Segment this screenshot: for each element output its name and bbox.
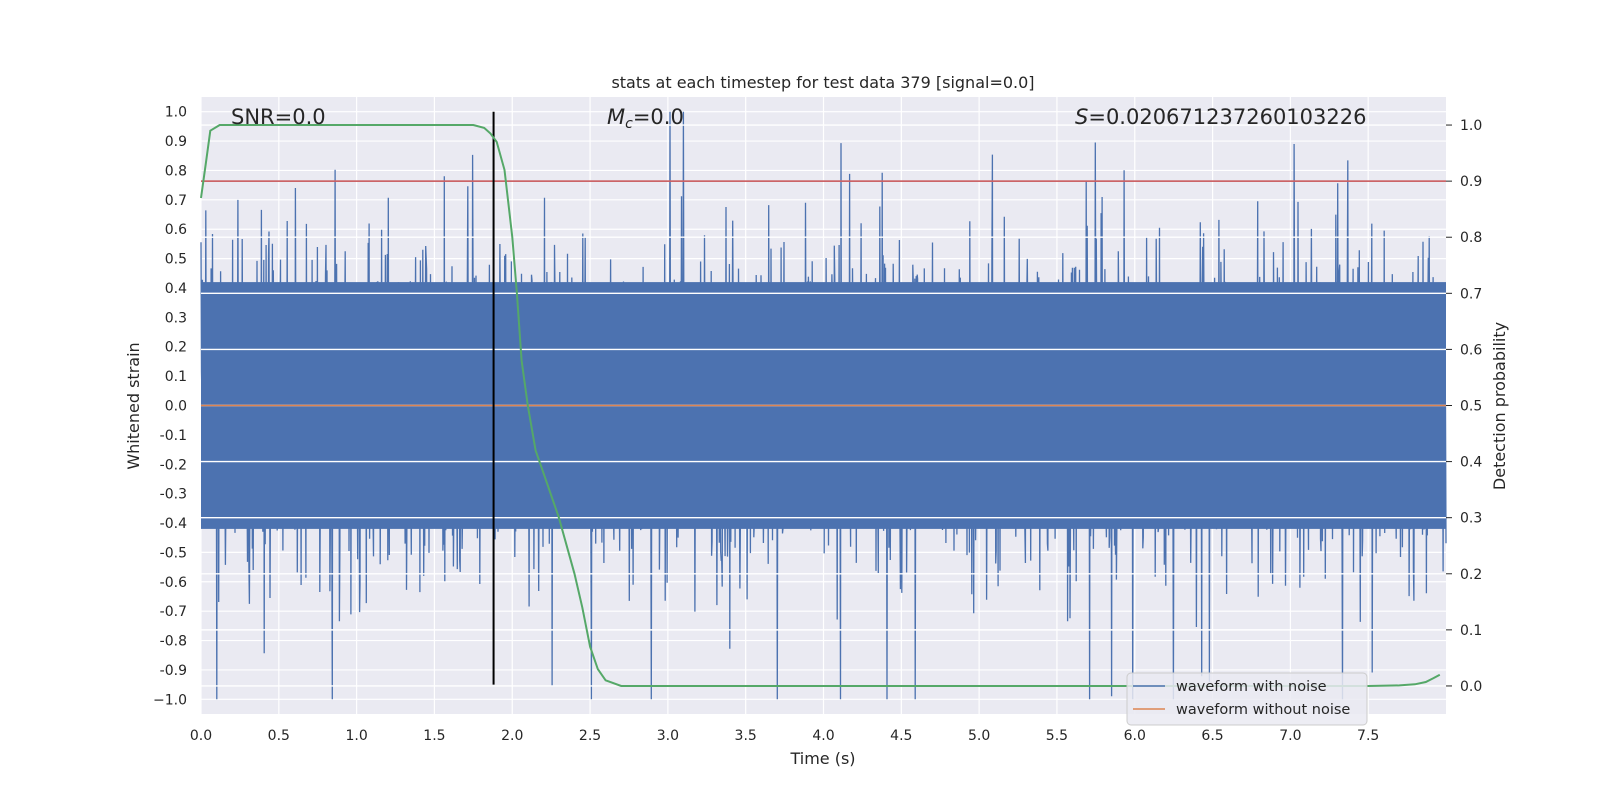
y-axis-label: Whitened strain [124,342,143,469]
chirp-mass-value: =0.0 [633,105,684,129]
chirp-mass-annotation: Mc=0.0 [607,105,684,132]
y-tick-label: -0.5 [160,545,187,561]
s-symbol: S [1075,105,1088,129]
snr-annotation: SNR=0.0 [231,105,326,129]
legend-box [1126,672,1368,726]
x-tick-label: 4.0 [812,728,834,744]
legend-label-noise: waveform with noise [1176,679,1327,695]
y-tick-label: 0.8 [165,163,187,179]
y-tick-label: -0.4 [160,516,187,532]
y-tick-label: 0.0 [165,399,187,415]
x-tick-label: 7.5 [1357,728,1379,744]
y-tick-label: -0.6 [160,575,187,591]
y2-tick-label: 0.8 [1460,230,1482,246]
y2-tick-label: 0.2 [1460,567,1482,583]
y-tick-label: -0.8 [160,634,187,650]
y-tick-label: 0.5 [165,252,187,268]
y-tick-label: 0.1 [165,369,187,385]
chirp-mass-subscript: c [625,116,633,132]
y2-tick-label: 1.0 [1460,118,1482,134]
x-tick-label: 3.5 [735,728,757,744]
y2-tick-label: 0.4 [1460,455,1482,471]
y-tick-label: 0.3 [165,310,187,326]
x-tick-label: 1.5 [423,728,445,744]
y-tick-label: -0.9 [160,663,187,679]
s-annotation: S=0.020671237260103226 [1075,105,1366,129]
y-tick-label: 0.2 [165,340,187,356]
y2-tick-label: 0.5 [1460,399,1482,415]
x-tick-label: 5.0 [968,728,990,744]
x-axis-label: Time (s) [789,749,855,768]
x-tick-label: 1.0 [345,728,367,744]
x-tick-label: 6.0 [1124,728,1146,744]
overlay-lines [200,111,1446,687]
x-tick-label: 6.5 [1201,728,1223,744]
y-tick-label: 0.7 [165,193,187,209]
y-tick-label: -0.3 [160,487,187,503]
chirp-mass-symbol: M [607,105,625,129]
legend-label-clean: waveform without noise [1176,702,1350,718]
y-tick-label: -0.1 [160,428,187,444]
y-tick-label: 0.9 [165,134,187,150]
y-tick-label: 0.4 [165,281,187,297]
y2-tick-label: 0.7 [1460,286,1482,302]
y-tick-label: 1.0 [165,105,187,121]
x-tick-label: 5.5 [1046,728,1068,744]
y-tick-label: −1.0 [153,692,187,708]
y2-tick-label: 0.1 [1460,623,1482,639]
y2-tick-label: 0.3 [1460,511,1482,527]
x-tick-label: 0.5 [268,728,290,744]
y-tick-label: 0.6 [165,222,187,238]
x-tick-label: 2.5 [579,728,601,744]
y2-tick-label: 0.9 [1460,174,1482,190]
x-tick-labels: 0.0 0.5 1.0 1.5 2.0 2.5 3.0 3.5 4.0 4.5 5.0 5.5 6.0 6… [190,728,1379,744]
chart-title: stats at each timestep for test data 379… [611,73,1034,92]
y-tick-label: -0.2 [160,457,187,473]
y-tick-label: -0.7 [160,604,187,620]
s-value: =0.020671237260103226 [1088,105,1366,129]
y2-tick-labels: 1.0 0.9 0.8 0.7 0.6 0.5 0.4 0.3 0.2 0.1 0.0 [1446,118,1482,695]
y2-axis-label: Detection probability [1490,322,1509,490]
y2-tick-label: 0.6 [1460,342,1482,358]
y-tick-labels: 1.0 0.9 0.8 0.7 0.6 0.5 0.4 0.3 0.2 0.1 0.0 -0.1 -0.… [153,105,187,709]
x-tick-label: 3.0 [657,728,679,744]
x-tick-label: 2.0 [501,728,523,744]
x-tick-label: 7.0 [1279,728,1301,744]
x-tick-label: 4.5 [890,728,912,744]
y2-tick-label: 0.0 [1460,679,1482,695]
legend: waveform with noise waveform without noi… [1126,672,1368,726]
x-tick-label: 0.0 [190,728,212,744]
